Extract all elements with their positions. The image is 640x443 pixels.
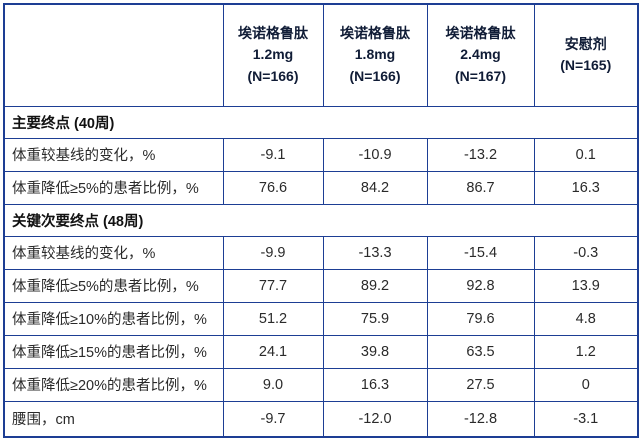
table-row: 体重降低≥5%的患者比例，% 77.7 89.2 92.8 13.9 bbox=[3, 268, 639, 303]
sample-size: (N=165) bbox=[560, 57, 612, 74]
value-cell: 77.7 bbox=[222, 268, 324, 303]
section-title: 关键次要终点 (48周) bbox=[3, 203, 639, 237]
value-cell: 24.1 bbox=[222, 334, 324, 369]
value-cell: 1.2 bbox=[533, 334, 639, 369]
value-cell: -0.3 bbox=[533, 235, 639, 270]
value-cell: -12.8 bbox=[426, 400, 535, 438]
value-cell: 9.0 bbox=[222, 367, 324, 402]
row-label: 体重较基线的变化，% bbox=[3, 137, 224, 172]
section-title: 主要终点 (40周) bbox=[3, 105, 639, 139]
sample-size: (N=166) bbox=[247, 68, 299, 85]
table-row: 体重降低≥5%的患者比例，% 76.6 84.2 86.7 16.3 bbox=[3, 170, 639, 205]
row-label: 腰围，cm bbox=[3, 400, 224, 438]
value-cell: -13.3 bbox=[322, 235, 428, 270]
row-label: 体重降低≥5%的患者比例，% bbox=[3, 170, 224, 205]
table-row: 体重较基线的变化，% -9.1 -10.9 -13.2 0.1 bbox=[3, 137, 639, 172]
value-cell: -10.9 bbox=[322, 137, 428, 172]
drug-name: 安慰剂 bbox=[564, 35, 607, 52]
value-cell: -9.7 bbox=[222, 400, 324, 438]
table-row: 体重降低≥15%的患者比例，% 24.1 39.8 63.5 1.2 bbox=[3, 334, 639, 369]
corner-cell bbox=[3, 3, 224, 107]
value-cell: -12.0 bbox=[322, 400, 428, 438]
value-cell: 75.9 bbox=[322, 301, 428, 336]
value-cell: 86.7 bbox=[426, 170, 535, 205]
section-row-primary-endpoint: 主要终点 (40周) bbox=[3, 105, 639, 139]
dose: 1.8mg bbox=[354, 46, 396, 63]
value-cell: 13.9 bbox=[533, 268, 639, 303]
row-label: 体重降低≥5%的患者比例，% bbox=[3, 268, 224, 303]
value-cell: 76.6 bbox=[222, 170, 324, 205]
column-header-placebo: 安慰剂 (N=165) bbox=[533, 3, 639, 107]
row-label: 体重降低≥15%的患者比例，% bbox=[3, 334, 224, 369]
dose: 2.4mg bbox=[460, 46, 501, 63]
value-cell: 4.8 bbox=[533, 301, 639, 336]
value-cell: 0.1 bbox=[533, 137, 639, 172]
column-header-dose-2-4mg: 埃诺格鲁肽 2.4mg (N=167) bbox=[426, 3, 535, 107]
value-cell: -9.1 bbox=[222, 137, 324, 172]
column-header-dose-1-2mg: 埃诺格鲁肽 1.2mg (N=166) bbox=[222, 3, 324, 107]
value-cell: 39.8 bbox=[322, 334, 428, 369]
table-row: 体重较基线的变化，% -9.9 -13.3 -15.4 -0.3 bbox=[3, 235, 639, 270]
sample-size: (N=166) bbox=[349, 68, 401, 85]
table-row: 体重降低≥10%的患者比例，% 51.2 75.9 79.6 4.8 bbox=[3, 301, 639, 336]
row-label: 体重降低≥10%的患者比例，% bbox=[3, 301, 224, 336]
value-cell: 92.8 bbox=[426, 268, 535, 303]
section-row-key-secondary-endpoint: 关键次要终点 (48周) bbox=[3, 203, 639, 237]
value-cell: 16.3 bbox=[322, 367, 428, 402]
drug-name: 埃诺格鲁肽 bbox=[445, 24, 516, 41]
column-header-dose-1-8mg: 埃诺格鲁肽 1.8mg (N=166) bbox=[322, 3, 428, 107]
value-cell: 63.5 bbox=[426, 334, 535, 369]
value-cell: -3.1 bbox=[533, 400, 639, 438]
value-cell: 16.3 bbox=[533, 170, 639, 205]
value-cell: 0 bbox=[533, 367, 639, 402]
value-cell: 79.6 bbox=[426, 301, 535, 336]
results-table: 埃诺格鲁肽 1.2mg (N=166) 埃诺格鲁肽 1.8mg (N=166) … bbox=[3, 3, 639, 438]
value-cell: 84.2 bbox=[322, 170, 428, 205]
row-label: 体重降低≥20%的患者比例，% bbox=[3, 367, 224, 402]
value-cell: -9.9 bbox=[222, 235, 324, 270]
sample-size: (N=167) bbox=[455, 68, 506, 85]
drug-name: 埃诺格鲁肽 bbox=[238, 24, 308, 41]
dose: 1.2mg bbox=[252, 46, 294, 63]
value-cell: -13.2 bbox=[426, 137, 535, 172]
drug-name: 埃诺格鲁肽 bbox=[340, 24, 410, 41]
value-cell: 89.2 bbox=[322, 268, 428, 303]
table-row: 体重降低≥20%的患者比例，% 9.0 16.3 27.5 0 bbox=[3, 367, 639, 402]
value-cell: -15.4 bbox=[426, 235, 535, 270]
value-cell: 27.5 bbox=[426, 367, 535, 402]
value-cell: 51.2 bbox=[222, 301, 324, 336]
table-row-waist: 腰围，cm -9.7 -12.0 -12.8 -3.1 bbox=[3, 400, 639, 438]
row-label: 体重较基线的变化，% bbox=[3, 235, 224, 270]
table-header-row: 埃诺格鲁肽 1.2mg (N=166) 埃诺格鲁肽 1.8mg (N=166) … bbox=[3, 3, 639, 107]
